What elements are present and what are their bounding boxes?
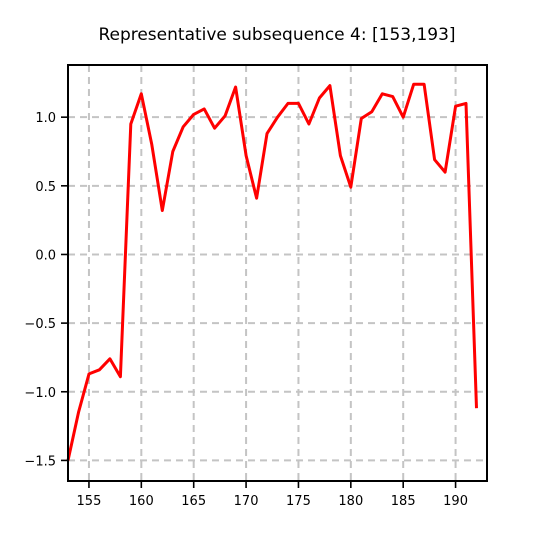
y-tick-label: 1.0 xyxy=(35,111,56,126)
y-tick-label: 0.5 xyxy=(35,180,56,195)
x-tick-label: 160 xyxy=(129,494,154,509)
x-tick-label: 185 xyxy=(391,494,416,509)
y-tick-label: −1.0 xyxy=(24,386,56,401)
y-tick-label: −1.5 xyxy=(24,454,56,469)
chart-title: Representative subsequence 4: [153,193] xyxy=(98,25,455,45)
x-tick-label: 165 xyxy=(181,494,206,509)
y-tick-label: 0.0 xyxy=(35,248,56,263)
x-tick-label: 180 xyxy=(338,494,363,509)
x-tick-label: 190 xyxy=(443,494,468,509)
series-line-0 xyxy=(66,82,478,461)
line-layer xyxy=(66,82,478,461)
x-tick-label: 170 xyxy=(234,494,259,509)
plot-frame xyxy=(67,64,488,482)
x-tick-label: 155 xyxy=(77,494,102,509)
x-tick-label: 175 xyxy=(286,494,311,509)
grid xyxy=(68,65,487,481)
ticks: 155 160 165 170 175 180 185 190 1.0 0.5 0.0 −0.5 −1.… xyxy=(24,111,468,509)
y-tick-label: −0.5 xyxy=(24,317,56,332)
